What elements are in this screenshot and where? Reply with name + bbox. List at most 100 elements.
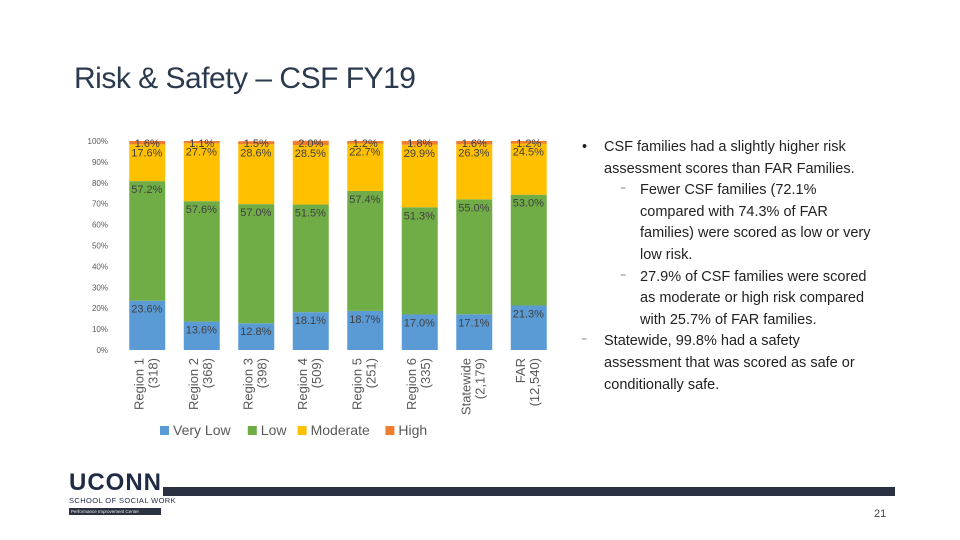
data-label: 1.2% <box>353 138 378 150</box>
legend-label: Moderate <box>311 422 370 438</box>
slide-title: Risk & Safety – CSF FY19 <box>74 62 416 95</box>
bar-segment-moderate <box>129 144 166 182</box>
bullet-item: ⁻ 27.9% of CSF families were scored as mo… <box>578 267 878 332</box>
chart-canvas: 0% 10% 20% 30% 40% 50% 60% 70% 80% 90% 100% 23.6% 57… <box>88 137 547 438</box>
y-tick-label: 0% <box>96 346 108 355</box>
uconn-logo: UCONN SCHOOL OF SOCIAL WORK Performance … <box>69 469 176 515</box>
bar-segment-very-low <box>238 323 275 350</box>
data-label: 1.1% <box>189 138 214 150</box>
bar-segment-high <box>401 141 438 145</box>
data-label: 12.8% <box>240 326 271 338</box>
bullet-text: Fewer CSF families (72.1% compared with … <box>640 182 871 263</box>
x-tick-label: Statewide <box>458 358 473 415</box>
bullet-text: 27.9% of CSF families were scored as mod… <box>640 268 867 328</box>
bar-segment-low <box>183 201 220 322</box>
data-label: 1.6% <box>462 138 487 150</box>
bar-segment-very-low <box>292 312 329 350</box>
x-tick-label: Region 2 <box>186 358 201 410</box>
data-label: 57.2% <box>131 184 162 196</box>
x-tick-label: (398) <box>254 358 269 388</box>
data-label: 51.5% <box>295 208 326 220</box>
x-tick-label: Region 6 <box>404 358 419 410</box>
y-tick-label: 20% <box>92 304 108 313</box>
legend-label: High <box>398 422 427 438</box>
data-label: 2.0% <box>298 138 323 150</box>
bar-segment-moderate <box>183 143 220 202</box>
data-label: 13.6% <box>186 325 217 337</box>
bullet-list: • CSF families had a slightly higher risk… <box>578 137 878 396</box>
x-tick-label: (368) <box>200 358 215 388</box>
legend-swatch <box>247 426 257 435</box>
data-label: 21.3% <box>513 308 544 320</box>
data-label: 28.6% <box>240 147 271 159</box>
bar-segment-very-low <box>347 310 384 350</box>
data-label: 51.3% <box>404 210 435 222</box>
bar-segment-high <box>292 140 329 145</box>
x-tick-label: Region 3 <box>240 358 255 410</box>
data-label: 1.6% <box>135 138 160 150</box>
bullet-item: ⁻ Fewer CSF families (72.1% compared with… <box>578 180 878 266</box>
legend-swatch <box>160 426 169 435</box>
bar-segment-moderate <box>456 144 493 200</box>
bar-segment-low <box>238 204 275 324</box>
data-label: 57.0% <box>240 207 271 219</box>
bar-segment-high <box>183 141 220 144</box>
data-label: 23.6% <box>131 304 162 316</box>
data-label: 1.8% <box>407 138 432 150</box>
y-tick-label: 90% <box>92 158 108 167</box>
bullet-marker: • <box>582 139 588 155</box>
data-label: 17.6% <box>131 147 162 159</box>
bullet-marker: ⁻ <box>581 334 588 349</box>
bar-segment-very-low <box>183 321 220 350</box>
bar-segment-low <box>401 207 438 315</box>
data-label: 22.7% <box>349 147 380 159</box>
bar-segment-very-low <box>510 305 547 350</box>
data-label: 26.3% <box>458 147 489 159</box>
data-label: 17.0% <box>404 317 435 329</box>
bar-segment-moderate <box>292 144 329 205</box>
bar-segment-high <box>456 141 493 145</box>
bullet-text: Statewide, 99.8% had a safety assessment… <box>604 333 855 393</box>
bullet-text: CSF families had a slightly higher risk … <box>604 139 855 177</box>
bar-segment-high <box>129 141 166 145</box>
data-label: 55.0% <box>458 202 489 214</box>
bar-segment-low <box>292 204 329 313</box>
bar-segment-moderate <box>401 144 438 208</box>
y-tick-label: 50% <box>92 242 108 251</box>
bar-segment-very-low <box>401 314 438 350</box>
bar-segment-high <box>347 141 384 144</box>
bar-segment-low <box>510 194 547 306</box>
bar-segment-low <box>456 199 493 315</box>
bar-segment-low <box>129 181 166 301</box>
x-tick-label: Region 1 <box>131 358 146 410</box>
x-tick-label: (509) <box>309 358 324 388</box>
x-tick-label: (251) <box>363 358 378 388</box>
y-tick-label: 30% <box>92 283 108 292</box>
legend-label: Low <box>261 422 288 438</box>
data-label: 57.4% <box>349 194 380 206</box>
y-tick-label: 70% <box>92 200 108 209</box>
y-tick-label: 10% <box>92 325 108 334</box>
bar-segment-moderate <box>347 143 384 191</box>
x-tick-label: Region 4 <box>295 358 310 410</box>
data-label: 17.1% <box>458 317 489 329</box>
bar-segment-high <box>510 141 547 144</box>
legend-label: Very Low <box>173 422 231 438</box>
data-label: 53.0% <box>513 198 544 210</box>
logo-tagline: Performance Improvement Center <box>69 508 161 515</box>
logo-wordmark: UCONN <box>69 469 162 496</box>
data-label: 1.5% <box>244 138 269 150</box>
data-label: 18.7% <box>349 314 380 326</box>
x-tick-label: (318) <box>145 358 160 388</box>
legend-swatch <box>385 426 395 435</box>
data-label: 27.7% <box>186 146 217 158</box>
data-label: 28.5% <box>295 148 326 160</box>
data-label: 29.9% <box>404 148 435 160</box>
stacked-bar-chart: 0% 10% 20% 30% 40% 50% 60% 70% 80% 90% 100% 23.6% 57… <box>78 130 566 448</box>
y-tick-label: 60% <box>92 221 108 230</box>
bar-segment-moderate <box>510 143 547 195</box>
bar-segment-low <box>347 190 384 311</box>
x-tick-label: (335) <box>418 358 433 388</box>
bar-segment-high <box>238 141 275 145</box>
y-tick-label: 40% <box>92 262 108 271</box>
